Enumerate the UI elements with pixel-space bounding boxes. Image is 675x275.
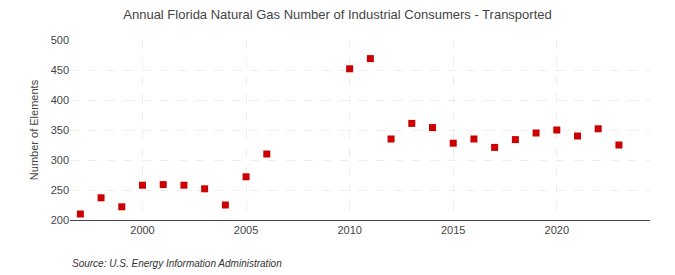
svg-text:2000: 2000 [130,224,154,236]
svg-text:450: 450 [51,64,69,76]
svg-text:2020: 2020 [545,224,569,236]
svg-text:500: 500 [51,34,69,46]
svg-text:Number of Elements: Number of Elements [28,79,40,180]
svg-text:Annual Florida Natural Gas Num: Annual Florida Natural Gas Number of Ind… [123,7,551,22]
svg-text:400: 400 [51,94,69,106]
svg-text:250: 250 [51,184,69,196]
svg-text:2015: 2015 [441,224,465,236]
svg-text:Source: U.S. Energy Informatio: Source: U.S. Energy Information Administ… [72,258,282,269]
svg-text:2010: 2010 [337,224,361,236]
svg-text:2005: 2005 [234,224,258,236]
svg-text:350: 350 [51,124,69,136]
svg-text:200: 200 [51,214,69,226]
svg-text:300: 300 [51,154,69,166]
